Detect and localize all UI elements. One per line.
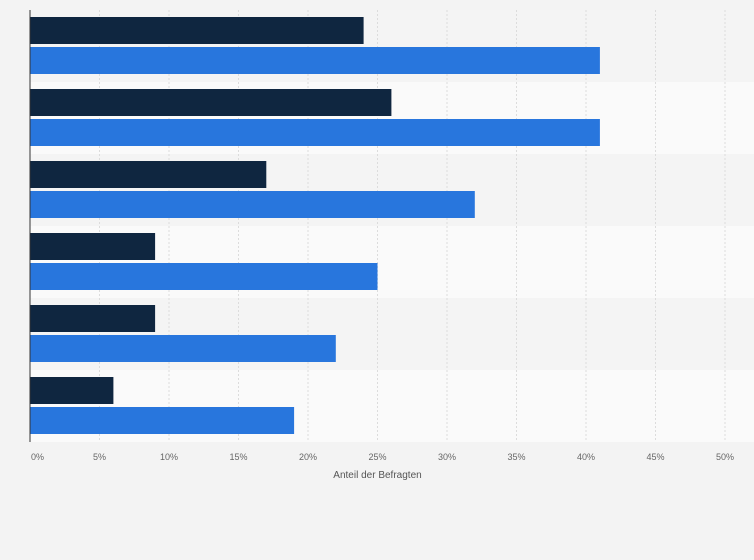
category-bands [30, 10, 754, 442]
bar-series-1[interactable] [30, 233, 156, 260]
x-tick-label: 0% [31, 452, 44, 462]
bar-series-1[interactable] [30, 377, 114, 404]
bar-series-1[interactable] [30, 305, 156, 332]
x-tick-label: 30% [438, 452, 456, 462]
x-tick-labels: 0% 5% 10% 15% 20% 25% 30% 35% 40% 45% 50% [31, 452, 734, 462]
bar-series-2[interactable] [30, 119, 600, 146]
bar-series-1[interactable] [30, 17, 364, 44]
bar-series-2[interactable] [30, 191, 475, 218]
x-tick-label: 10% [160, 452, 178, 462]
bar-series-2[interactable] [30, 407, 295, 434]
bar-series-1[interactable] [30, 89, 392, 116]
bar-series-2[interactable] [30, 335, 336, 362]
bars [30, 17, 600, 434]
bar-series-1[interactable] [30, 161, 267, 188]
x-axis-label: Anteil der Befragten [333, 470, 421, 481]
bar-series-2[interactable] [30, 263, 378, 290]
x-tick-label: 25% [368, 452, 386, 462]
x-tick-label: 50% [716, 452, 734, 462]
x-tick-label: 15% [229, 452, 247, 462]
x-tick-label: 45% [646, 452, 664, 462]
x-tick-label: 20% [299, 452, 317, 462]
x-tick-label: 40% [577, 452, 595, 462]
x-tick-label: 5% [93, 452, 106, 462]
gridlines [99, 10, 726, 442]
bar-series-2[interactable] [30, 47, 600, 74]
x-tick-label: 35% [507, 452, 525, 462]
